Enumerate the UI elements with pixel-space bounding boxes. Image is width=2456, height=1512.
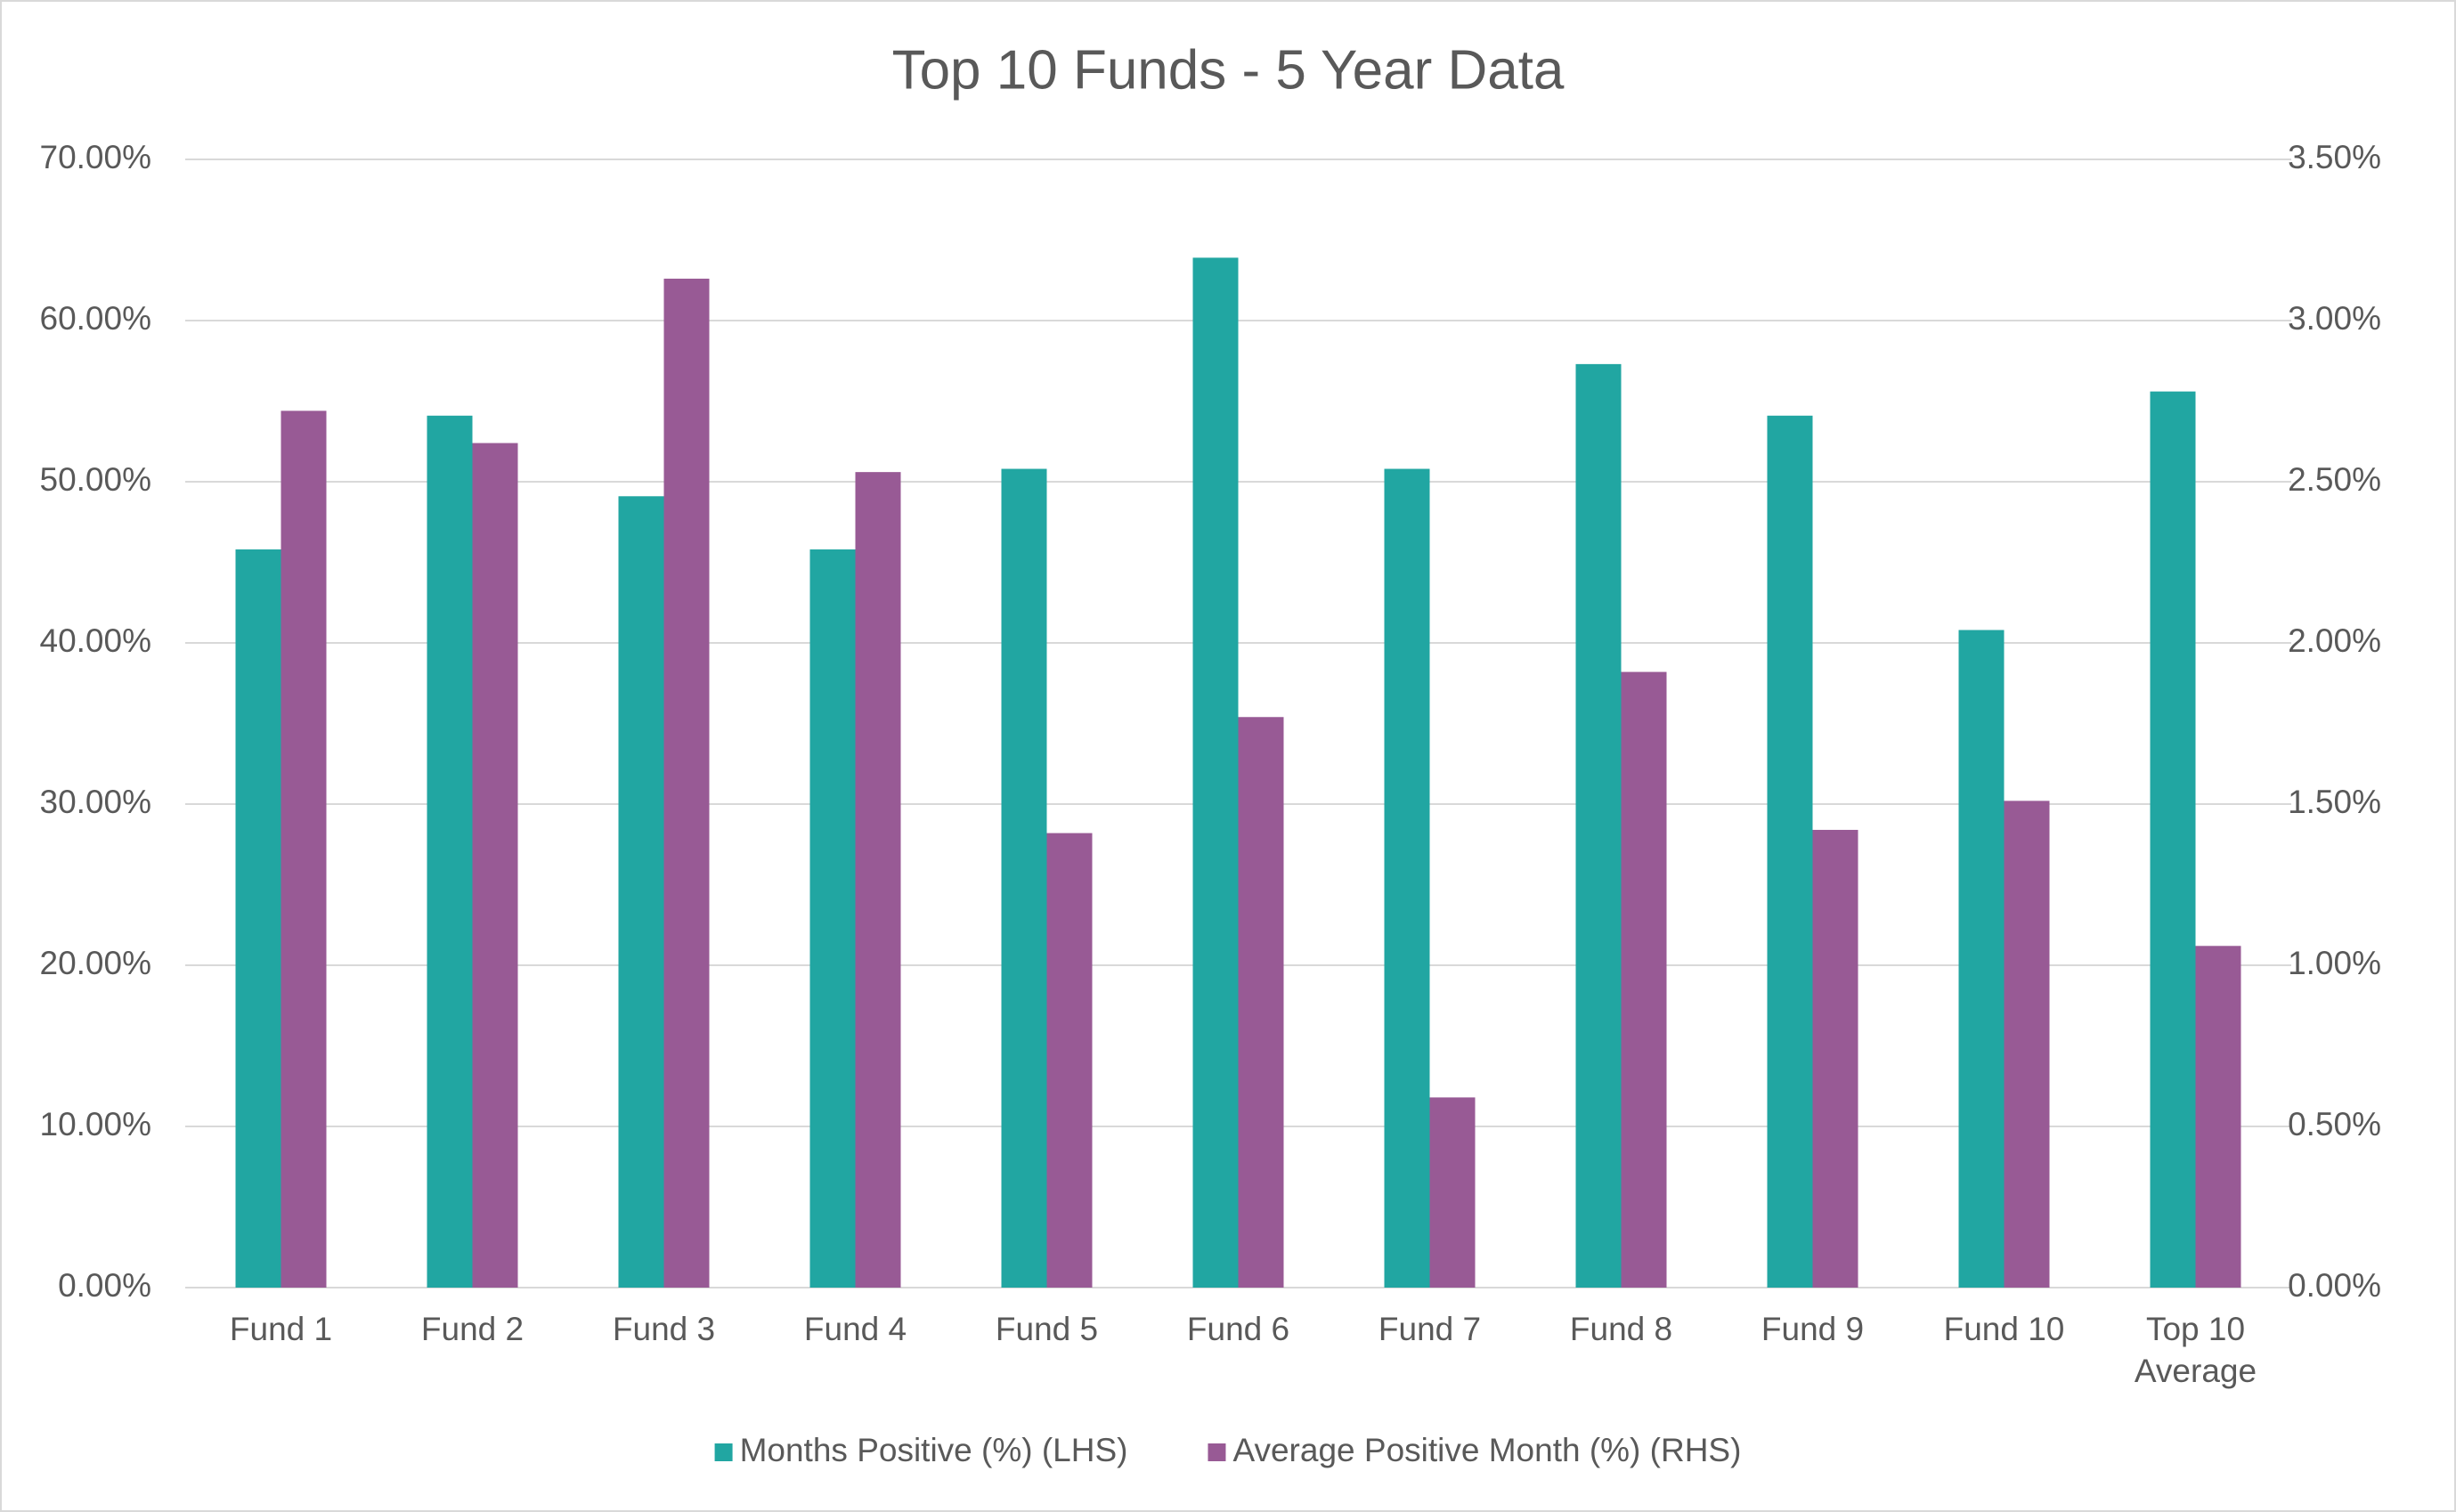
x-tick-label: Fund 4 (804, 1311, 907, 1347)
bar (1429, 1097, 1476, 1288)
y2-tick-label: 2.00% (2288, 622, 2381, 659)
bar (1192, 257, 1239, 1288)
legend-label: Months Positive (%) (LHS) (740, 1432, 1128, 1468)
legend-label: Average Positive Month (%) (RHS) (1232, 1432, 1741, 1468)
x-tick-label: Top 10 Average (2135, 1311, 2257, 1389)
bar (1001, 468, 1047, 1288)
bar (1046, 833, 1093, 1288)
y-tick-label: 70.00% (40, 139, 152, 175)
bar (663, 278, 710, 1288)
y2-tick-label: 3.00% (2288, 300, 2381, 337)
y-tick-label: 10.00% (40, 1106, 152, 1142)
x-tick-label: Fund 3 (613, 1311, 715, 1347)
bar (809, 549, 856, 1288)
bar (1767, 415, 1813, 1288)
legend-item: Average Positive Month (%) (RHS) (1208, 1432, 1741, 1468)
bar (235, 549, 281, 1288)
y2-tick-label: 3.50% (2288, 139, 2381, 175)
x-tick-label: Fund 10 (1944, 1311, 2065, 1347)
x-tick-label: Fund 5 (996, 1311, 1098, 1347)
y-tick-label: 50.00% (40, 461, 152, 498)
x-tick-label: Fund 2 (421, 1311, 524, 1347)
bar (2150, 391, 2196, 1288)
chart-title: Top 10 Funds - 5 Year Data (892, 39, 1565, 101)
legend-swatch (714, 1443, 733, 1461)
bar (427, 415, 473, 1288)
bar (1621, 671, 1667, 1288)
bar (1812, 829, 1858, 1288)
bar (1238, 717, 1284, 1288)
x-tick-label: Fund 8 (1570, 1311, 1672, 1347)
bar (855, 472, 901, 1288)
bar (472, 443, 518, 1288)
y2-tick-label: 2.50% (2288, 461, 2381, 498)
x-tick-label: Fund 1 (230, 1311, 332, 1347)
legend-swatch (1208, 1443, 1226, 1461)
x-tick-label: Fund 9 (1761, 1311, 1864, 1347)
y2-tick-label: 0.50% (2288, 1106, 2381, 1142)
bar (1958, 630, 2005, 1288)
y-tick-label: 20.00% (40, 945, 152, 981)
bar (281, 411, 327, 1288)
y2-tick-label: 1.50% (2288, 784, 2381, 820)
y2-tick-label: 0.00% (2288, 1267, 2381, 1304)
y-tick-label: 60.00% (40, 300, 152, 337)
bar (1384, 468, 1430, 1288)
x-tick-label: Fund 7 (1378, 1311, 1481, 1347)
bar (1575, 363, 1622, 1288)
bar (2004, 801, 2050, 1288)
y-tick-label: 40.00% (40, 622, 152, 659)
y2-tick-label: 1.00% (2288, 945, 2381, 981)
y-tick-label: 0.00% (58, 1267, 151, 1304)
x-tick-label: Fund 6 (1187, 1311, 1289, 1347)
bar (2195, 946, 2241, 1288)
legend-item: Months Positive (%) (LHS) (714, 1432, 1128, 1468)
bar (618, 496, 664, 1288)
y-tick-label: 30.00% (40, 784, 152, 820)
